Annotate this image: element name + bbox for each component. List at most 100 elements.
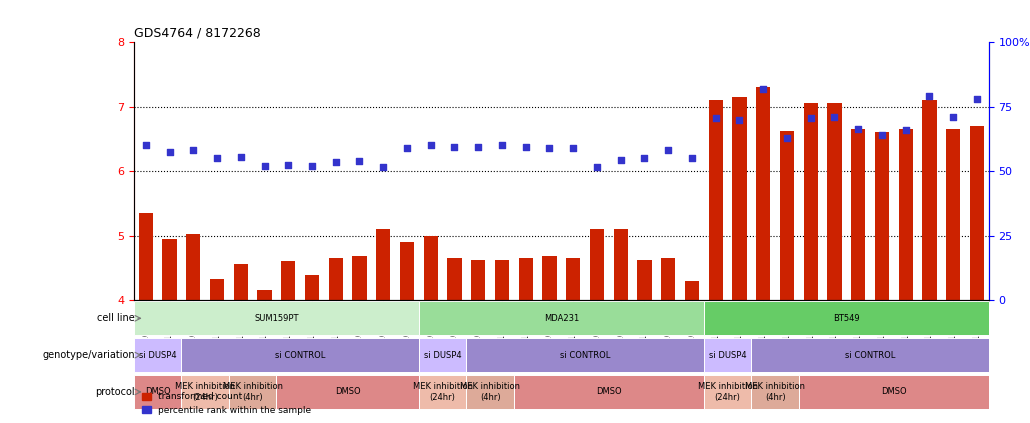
- Point: [968, 96, 985, 102]
- Point: [779, 134, 795, 141]
- Point: [446, 143, 462, 150]
- Bar: [946, 129, 960, 300]
- Bar: [851, 129, 865, 300]
- Point: [921, 93, 937, 100]
- FancyBboxPatch shape: [134, 301, 419, 335]
- Text: MDA231: MDA231: [544, 314, 579, 323]
- Point: [850, 125, 866, 132]
- Text: si CONTROL: si CONTROL: [275, 351, 325, 360]
- Bar: [518, 258, 533, 300]
- FancyBboxPatch shape: [229, 375, 276, 409]
- Bar: [732, 97, 747, 300]
- Point: [708, 115, 724, 122]
- Text: genotype/variation: genotype/variation: [42, 350, 135, 360]
- Bar: [186, 234, 201, 300]
- Bar: [400, 242, 414, 300]
- Bar: [305, 275, 319, 300]
- Point: [399, 145, 415, 151]
- FancyBboxPatch shape: [276, 375, 419, 409]
- FancyBboxPatch shape: [419, 375, 467, 409]
- Text: si DUSP4: si DUSP4: [139, 351, 176, 360]
- Point: [755, 85, 771, 92]
- Point: [304, 162, 320, 169]
- Bar: [780, 131, 794, 300]
- Bar: [234, 264, 248, 300]
- Point: [280, 161, 297, 168]
- Point: [826, 114, 843, 121]
- Bar: [970, 126, 984, 300]
- Bar: [471, 260, 485, 300]
- Bar: [210, 279, 225, 300]
- Bar: [803, 104, 818, 300]
- Point: [873, 132, 890, 138]
- Point: [351, 157, 368, 164]
- Text: MEK inhibition
(24hr): MEK inhibition (24hr): [697, 382, 758, 401]
- Point: [541, 145, 557, 151]
- FancyBboxPatch shape: [799, 375, 989, 409]
- Bar: [352, 256, 367, 300]
- Bar: [898, 129, 913, 300]
- Point: [375, 164, 391, 170]
- Bar: [163, 239, 177, 300]
- FancyBboxPatch shape: [419, 301, 703, 335]
- Point: [802, 115, 819, 122]
- Bar: [614, 229, 628, 300]
- Text: MEK inhibition
(4hr): MEK inhibition (4hr): [460, 382, 520, 401]
- Text: si CONTROL: si CONTROL: [560, 351, 611, 360]
- Bar: [329, 258, 343, 300]
- Bar: [590, 229, 604, 300]
- Bar: [638, 260, 652, 300]
- FancyBboxPatch shape: [134, 375, 181, 409]
- Bar: [139, 213, 152, 300]
- Text: si DUSP4: si DUSP4: [423, 351, 461, 360]
- Text: MEK inhibition
(4hr): MEK inhibition (4hr): [745, 382, 805, 401]
- Point: [731, 116, 748, 123]
- FancyBboxPatch shape: [181, 375, 229, 409]
- Text: MEK inhibition
(24hr): MEK inhibition (24hr): [175, 382, 235, 401]
- Text: si CONTROL: si CONTROL: [845, 351, 895, 360]
- Point: [589, 164, 606, 170]
- FancyBboxPatch shape: [703, 301, 989, 335]
- Text: DMSO: DMSO: [596, 387, 622, 396]
- Text: BT549: BT549: [833, 314, 860, 323]
- FancyBboxPatch shape: [467, 338, 703, 372]
- Legend: transformed count, percentile rank within the sample: transformed count, percentile rank withi…: [138, 389, 315, 418]
- Bar: [281, 261, 296, 300]
- Text: protocol: protocol: [96, 387, 135, 397]
- FancyBboxPatch shape: [514, 375, 703, 409]
- Point: [209, 155, 226, 162]
- Point: [637, 155, 653, 162]
- Point: [328, 159, 344, 165]
- Text: cell line: cell line: [98, 313, 135, 323]
- Text: DMSO: DMSO: [335, 387, 360, 396]
- Point: [256, 162, 273, 169]
- FancyBboxPatch shape: [181, 338, 419, 372]
- Bar: [543, 256, 556, 300]
- Bar: [874, 132, 889, 300]
- FancyBboxPatch shape: [467, 375, 514, 409]
- FancyBboxPatch shape: [703, 375, 751, 409]
- Bar: [423, 236, 438, 300]
- Point: [517, 143, 534, 150]
- FancyBboxPatch shape: [419, 338, 467, 372]
- Bar: [661, 258, 676, 300]
- Bar: [685, 280, 699, 300]
- Bar: [566, 258, 580, 300]
- Point: [493, 142, 510, 149]
- Point: [613, 156, 629, 163]
- FancyBboxPatch shape: [134, 338, 181, 372]
- Bar: [756, 88, 770, 300]
- Point: [565, 145, 582, 151]
- Bar: [258, 290, 272, 300]
- Bar: [376, 229, 390, 300]
- Point: [470, 143, 486, 150]
- Bar: [922, 100, 936, 300]
- FancyBboxPatch shape: [751, 338, 989, 372]
- Point: [660, 147, 677, 154]
- Point: [945, 114, 961, 121]
- Point: [233, 154, 249, 160]
- Bar: [709, 100, 723, 300]
- Point: [138, 142, 154, 149]
- Text: SUM159PT: SUM159PT: [254, 314, 299, 323]
- FancyBboxPatch shape: [751, 375, 799, 409]
